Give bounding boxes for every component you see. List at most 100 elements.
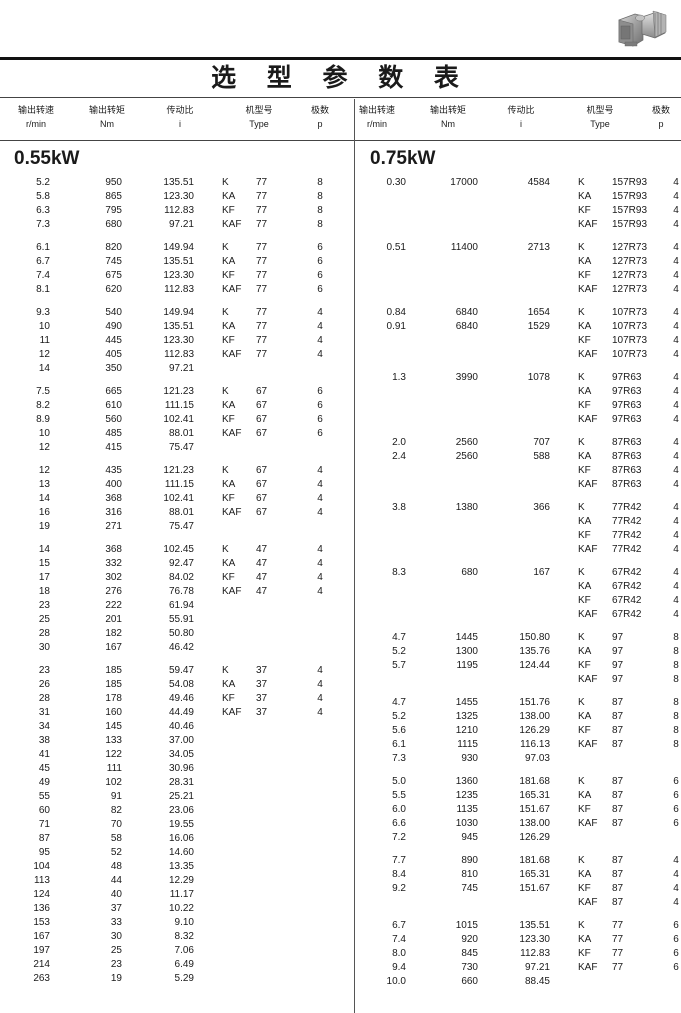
- cell-ratio: 16.06: [168, 833, 194, 844]
- cell-output-torque: 271: [105, 521, 122, 532]
- cell-ratio: 88.45: [524, 976, 550, 987]
- cell-output-speed: 4.7: [392, 697, 406, 708]
- cell-output-speed: [356, 608, 428, 622]
- cell-ratio: 46.42: [168, 642, 194, 653]
- cell-type: [218, 613, 300, 627]
- table-row: 10 490 135.51 KA 77 4: [0, 320, 340, 334]
- cell-output-torque: 11400: [450, 242, 478, 253]
- type-size: 77: [256, 321, 268, 332]
- cell-ratio: 135.51: [163, 321, 194, 332]
- type-size: 77: [256, 284, 268, 295]
- type-series: KA: [578, 711, 592, 722]
- table-row: 9.2 745 151.67 KF 87 4: [356, 882, 681, 896]
- cell-ratio: 97.21: [168, 363, 194, 374]
- type-series: [222, 804, 256, 818]
- table-row: 104 48 13.35: [0, 860, 340, 874]
- table-row: 6.1 1115 116.13 KAF 87 8: [356, 738, 681, 752]
- type-size: 77R42: [612, 530, 642, 541]
- cell-poles: 4: [673, 242, 679, 253]
- table-row: KAF 87 4: [356, 896, 681, 910]
- cell-poles: 4: [673, 609, 679, 620]
- table-row: 49 102 28.31: [0, 776, 340, 790]
- cell-type: KF 87: [574, 882, 656, 896]
- table-row: 1.3 3990 1078 K 97R63 4: [356, 371, 681, 385]
- cell-output-speed: [356, 348, 428, 362]
- cell-output-torque: [428, 529, 498, 543]
- cell-type: KAF 127R73: [574, 283, 656, 297]
- type-size: 87: [612, 869, 624, 880]
- type-size: 67: [256, 507, 268, 518]
- cell-output-torque: 1235: [455, 790, 478, 801]
- type-series: K: [578, 502, 585, 513]
- type-series: KAF: [578, 818, 598, 829]
- table-row: 12 435 121.23 K 67 4: [0, 464, 340, 478]
- cell-poles: 4: [673, 386, 679, 397]
- type-series: KF: [222, 335, 235, 346]
- table-row: KAF 97 8: [356, 673, 681, 687]
- cell-output-speed: 17: [38, 572, 50, 583]
- header-poles-label: 极数: [651, 106, 670, 116]
- cell-output-speed: 14: [38, 363, 50, 374]
- cell-output-speed: 7.2: [392, 832, 406, 843]
- cell-ratio: [498, 255, 574, 269]
- table-row: 214 23 6.49: [0, 958, 340, 972]
- cell-ratio: 8.32: [174, 931, 194, 942]
- cell-type: K 77: [574, 919, 656, 933]
- cell-poles: [300, 441, 340, 455]
- cell-ratio: 55.91: [168, 614, 194, 625]
- cell-type: KAF 77: [218, 348, 300, 362]
- type-series: K: [578, 920, 585, 931]
- cell-ratio: 50.80: [168, 628, 194, 639]
- cell-poles: [656, 831, 681, 845]
- cell-type: [218, 776, 300, 790]
- table-row: 95 52 14.60: [0, 846, 340, 860]
- cell-output-speed: 8.4: [392, 869, 406, 880]
- table-row: 23 222 61.94: [0, 599, 340, 613]
- type-size: [256, 720, 300, 734]
- type-series: KA: [578, 790, 592, 801]
- type-size: 127R73: [612, 256, 648, 267]
- cell-ratio: 112.83: [520, 948, 550, 959]
- cell-type: KF 67: [218, 492, 300, 506]
- type-series: KF: [578, 948, 591, 959]
- cell-type: [218, 627, 300, 641]
- cell-ratio: 30.96: [168, 763, 194, 774]
- cell-type: KA 97: [574, 645, 656, 659]
- cell-output-torque: 1210: [455, 725, 478, 736]
- cell-ratio: 75.47: [168, 521, 194, 532]
- cell-output-speed: 6.6: [392, 818, 406, 829]
- cell-poles: 6: [317, 270, 323, 281]
- type-size: [256, 804, 300, 818]
- cell-type: KAF 87R63: [574, 478, 656, 492]
- type-series: KAF: [222, 707, 242, 718]
- cell-ratio: 151.67: [519, 804, 550, 815]
- cell-poles: 6: [673, 804, 679, 815]
- header-output-torque-unit: Nm: [100, 119, 114, 129]
- cell-output-torque: 52: [110, 847, 122, 858]
- type-size: 127R73: [612, 242, 648, 253]
- table-row: KF 87R63 4: [356, 464, 681, 478]
- cell-poles: 4: [673, 897, 679, 908]
- cell-output-torque: [428, 673, 498, 687]
- cell-ratio: 707: [533, 437, 550, 448]
- cell-output-speed: [356, 334, 428, 348]
- cell-type: KA 87: [574, 789, 656, 803]
- type-size: 77: [256, 242, 268, 253]
- cell-output-speed: [356, 464, 428, 478]
- cell-ratio: 97.03: [524, 753, 550, 764]
- cell-output-speed: 14: [38, 544, 50, 555]
- cell-output-torque: 276: [105, 586, 122, 597]
- cell-ratio: 40.46: [168, 721, 194, 732]
- table-row: 30 167 46.42: [0, 641, 340, 655]
- cell-ratio: [498, 399, 574, 413]
- cell-ratio: 5.29: [174, 973, 194, 984]
- cell-output-torque: 2560: [455, 451, 478, 462]
- type-size: 37: [256, 665, 268, 676]
- table-row: KA 127R73 4: [356, 255, 681, 269]
- cell-output-torque: 122: [105, 749, 122, 760]
- cell-type: KF 97: [574, 659, 656, 673]
- type-series: [222, 832, 256, 846]
- cell-poles: 4: [673, 307, 679, 318]
- type-series: [222, 441, 256, 455]
- table-row: 13 400 111.15 KA 67 4: [0, 478, 340, 492]
